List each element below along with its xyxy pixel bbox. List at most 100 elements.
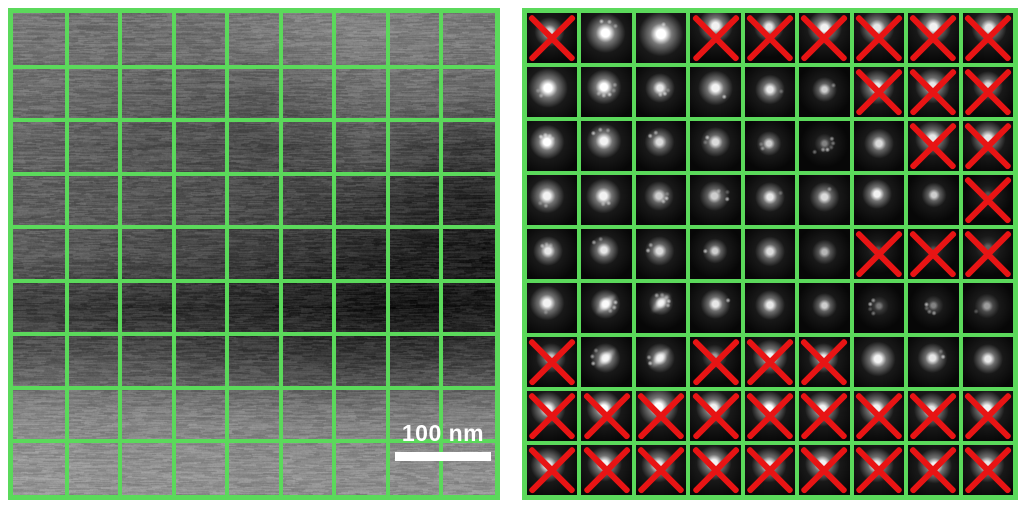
- diffraction-cell: [908, 175, 959, 225]
- diffraction-cell: [527, 229, 578, 279]
- diffraction-cell: [744, 337, 796, 387]
- diffraction-spot: [527, 283, 578, 333]
- cross-icon: [527, 445, 577, 495]
- diffraction-spot: [635, 121, 687, 171]
- cross-icon: [745, 391, 795, 441]
- diffraction-cell: [527, 283, 578, 333]
- diffraction-cell: [635, 67, 687, 117]
- cross-icon: [908, 121, 958, 171]
- cross-icon: [690, 391, 740, 441]
- diffraction-cell: [690, 283, 741, 333]
- cross-icon: [854, 445, 904, 495]
- cross-icon: [799, 391, 849, 441]
- cross-icon: [527, 13, 577, 63]
- diffraction-cell: [853, 175, 905, 225]
- diffraction-spot: [527, 175, 578, 225]
- diffraction-cell: [799, 337, 850, 387]
- diffraction-spot: [799, 67, 850, 117]
- diffraction-cell: [527, 67, 578, 117]
- diffraction-cell: [962, 445, 1013, 495]
- diffraction-cell: [527, 13, 578, 63]
- diffraction-spot: [744, 175, 796, 225]
- diffraction-cell: [853, 337, 905, 387]
- diffraction-cell: [690, 229, 741, 279]
- cross-icon: [963, 229, 1013, 279]
- diffraction-cell: [744, 391, 796, 441]
- diffraction-spot: [690, 229, 741, 279]
- diffraction-cell: [799, 175, 850, 225]
- diffraction-spot: [853, 283, 905, 333]
- diffraction-spot: [581, 175, 632, 225]
- cross-icon: [854, 229, 904, 279]
- diffraction-cell: [962, 391, 1013, 441]
- diffraction-cell: [744, 13, 796, 63]
- diffraction-cell: [908, 67, 959, 117]
- diffraction-cell: [690, 445, 741, 495]
- diffraction-spot: [581, 121, 632, 171]
- diffraction-cell: [527, 337, 578, 387]
- diffraction-cell: [908, 13, 959, 63]
- diffraction-cell: [853, 283, 905, 333]
- cross-icon: [854, 13, 904, 63]
- diffraction-cell: [962, 121, 1013, 171]
- scale-bar: 100 nm: [395, 422, 491, 461]
- diffraction-cell: [690, 391, 741, 441]
- cross-icon: [799, 445, 849, 495]
- diffraction-cell: [690, 337, 741, 387]
- diffraction-spot: [962, 283, 1013, 333]
- cross-icon: [690, 13, 740, 63]
- cross-icon: [745, 13, 795, 63]
- diffraction-cell: [690, 67, 741, 117]
- diffraction-cell: [690, 175, 741, 225]
- diffraction-cell: [799, 121, 850, 171]
- diffraction-spot: [635, 13, 687, 63]
- cross-icon: [908, 229, 958, 279]
- diffraction-cell: [527, 121, 578, 171]
- diffraction-spot: [635, 67, 687, 117]
- diffraction-cell: [853, 13, 905, 63]
- diffraction-cell: [744, 67, 796, 117]
- scale-bar-label: 100 nm: [401, 420, 485, 446]
- scale-bar-line: [395, 452, 491, 461]
- diffraction-spot: [635, 229, 687, 279]
- diffraction-cell: [962, 337, 1013, 387]
- cross-icon: [581, 391, 631, 441]
- diffraction-spot: [908, 175, 959, 225]
- cross-icon: [963, 445, 1013, 495]
- diffraction-cell: [635, 121, 687, 171]
- cross-icon: [963, 67, 1013, 117]
- diffraction-cell: [962, 283, 1013, 333]
- diffraction-cell: [581, 337, 632, 387]
- cross-icon: [963, 175, 1013, 225]
- cross-icon: [636, 445, 686, 495]
- diffraction-cell: [853, 121, 905, 171]
- diffraction-spot: [581, 229, 632, 279]
- cross-icon: [799, 337, 849, 387]
- diffraction-cell: [581, 67, 632, 117]
- diffraction-cell: [799, 229, 850, 279]
- diffraction-cell: [908, 445, 959, 495]
- cross-icon: [690, 337, 740, 387]
- diffraction-spot: [690, 283, 741, 333]
- diffraction-spot: [527, 121, 578, 171]
- diffraction-cell: [962, 175, 1013, 225]
- diffraction-cell: [853, 229, 905, 279]
- diffraction-cell: [908, 283, 959, 333]
- diffraction-spot: [799, 121, 850, 171]
- cross-icon: [527, 337, 577, 387]
- diffraction-cell: [635, 337, 687, 387]
- diffraction-spot: [581, 13, 632, 63]
- diffraction-cell: [635, 283, 687, 333]
- diffraction-spot: [853, 121, 905, 171]
- diffraction-spot: [799, 229, 850, 279]
- diffraction-cell: [799, 13, 850, 63]
- diffraction-cell: [908, 121, 959, 171]
- cross-icon: [527, 391, 577, 441]
- right-panel-diffraction-grid: [522, 8, 1018, 500]
- cross-icon: [963, 121, 1013, 171]
- left-panel-stem-image: 100 nm: [8, 8, 500, 500]
- stem-image: [13, 13, 495, 495]
- diffraction-spot: [962, 337, 1013, 387]
- diffraction-cell: [635, 229, 687, 279]
